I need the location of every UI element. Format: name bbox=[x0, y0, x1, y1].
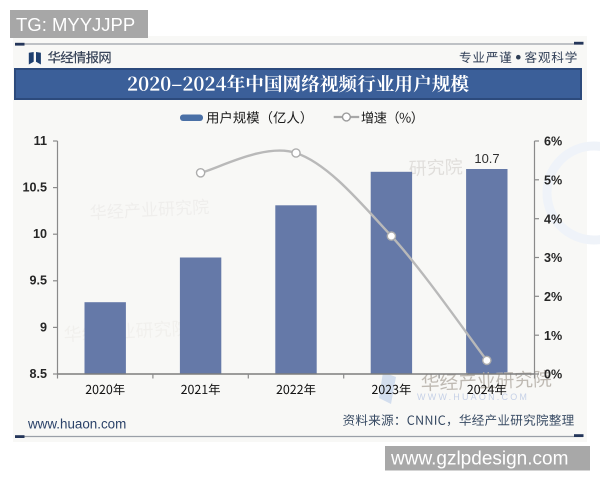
svg-text:9.5: 9.5 bbox=[29, 274, 47, 288]
svg-text:10.5: 10.5 bbox=[22, 181, 47, 195]
svg-text:6%: 6% bbox=[544, 135, 562, 149]
svg-text:5%: 5% bbox=[544, 174, 562, 188]
svg-text:WWW.HUAON.COM: WWW.HUAON.COM bbox=[417, 392, 529, 402]
svg-text:11: 11 bbox=[34, 134, 47, 148]
svg-text:3%: 3% bbox=[544, 251, 562, 265]
svg-text:TG: MYYJJPP: TG: MYYJJPP bbox=[16, 14, 135, 35]
svg-text:9: 9 bbox=[40, 320, 47, 334]
svg-text:8.5: 8.5 bbox=[29, 367, 47, 381]
svg-text:2%: 2% bbox=[544, 290, 562, 304]
svg-text:4%: 4% bbox=[544, 212, 562, 226]
svg-text:1%: 1% bbox=[544, 329, 562, 343]
svg-text:10.7: 10.7 bbox=[474, 151, 499, 166]
svg-text:10: 10 bbox=[33, 227, 47, 241]
svg-text:0%: 0% bbox=[544, 368, 562, 382]
svg-text:www.huaon.com: www.huaon.com bbox=[27, 417, 126, 432]
svg-text:www.gzlpdesign.com: www.gzlpdesign.com bbox=[390, 449, 568, 470]
